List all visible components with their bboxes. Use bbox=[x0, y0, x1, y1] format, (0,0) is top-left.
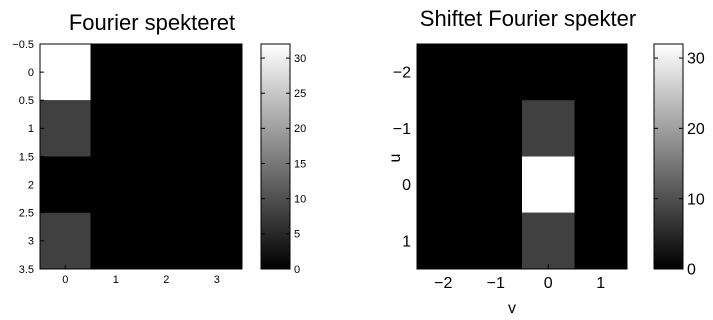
heatmap-cell bbox=[469, 100, 522, 157]
heatmap-cell bbox=[141, 156, 192, 213]
heatmap-cell bbox=[574, 156, 627, 213]
heatmap-cell bbox=[417, 156, 470, 213]
y-tick-label: 2 bbox=[28, 179, 34, 191]
heatmap-cell bbox=[90, 100, 141, 157]
colorbar-tick-label: 25 bbox=[294, 88, 306, 100]
colorbar-tick-label: 0 bbox=[687, 262, 696, 279]
heatmap-cell bbox=[522, 100, 575, 157]
heatmap-cell bbox=[191, 156, 242, 213]
heatmap-cell bbox=[90, 44, 141, 101]
colorbar: 0 10 20 30 bbox=[653, 43, 705, 279]
y-tick-label: 0 bbox=[402, 177, 411, 194]
y-axis-label: u bbox=[387, 154, 404, 163]
x-tick-label: −2 bbox=[434, 275, 452, 292]
colorbar-tick-label: 15 bbox=[294, 158, 306, 170]
heatmap-cell bbox=[141, 44, 192, 101]
heatmap-plot: −2 −1 0 1 −2 −1 0 1 bbox=[393, 43, 628, 292]
chart-title: Fourier spekteret bbox=[69, 10, 235, 35]
heatmap-cell bbox=[40, 212, 91, 269]
x-tick-label: 2 bbox=[163, 274, 169, 286]
y-tick-label: 3.5 bbox=[19, 264, 34, 276]
heatmap-cell bbox=[574, 44, 627, 101]
colorbar-tick-label: 5 bbox=[294, 229, 300, 241]
heatmap-cell bbox=[469, 156, 522, 213]
y-tick-label: 1 bbox=[402, 233, 411, 250]
colorbar-tick-label: 10 bbox=[687, 191, 705, 208]
heatmap-cell bbox=[469, 44, 522, 101]
heatmap-cell bbox=[417, 44, 470, 101]
heatmap-cell bbox=[522, 212, 575, 269]
heatmap-cell bbox=[574, 212, 627, 269]
colorbar-tick-label: 30 bbox=[294, 53, 306, 65]
y-tick-label: 0 bbox=[28, 67, 34, 79]
colorbar-tick-label: 20 bbox=[294, 123, 306, 135]
heatmap-cell bbox=[90, 156, 141, 213]
x-tick-label: 0 bbox=[62, 274, 68, 286]
y-tick-label: 1 bbox=[28, 123, 34, 135]
heatmap-cell bbox=[191, 100, 242, 157]
x-tick-label: 1 bbox=[596, 275, 605, 292]
x-tick-label: −1 bbox=[487, 275, 505, 292]
heatmap-cell bbox=[141, 212, 192, 269]
heatmap-cell bbox=[417, 212, 470, 269]
heatmap-cell bbox=[417, 100, 470, 157]
y-tick-label: 3 bbox=[28, 236, 34, 248]
colorbar-tick-label: 0 bbox=[294, 264, 300, 276]
y-tick-label: 2.5 bbox=[19, 208, 34, 220]
y-tick-label: −1 bbox=[393, 121, 411, 138]
heatmap-cell bbox=[522, 44, 575, 101]
colorbar-tick-label: 10 bbox=[294, 194, 306, 206]
x-tick-label: 0 bbox=[544, 275, 553, 292]
x-tick-label: 3 bbox=[214, 274, 220, 286]
colorbar: 0 5 10 15 20 25 30 bbox=[260, 43, 306, 276]
chart-fourier-spectrum: Fourier spekteret 0 1 2 3 −0.5 0 0.5 1 1.5 2 2.5 3 3… bbox=[12, 10, 306, 286]
y-tick-label: −2 bbox=[393, 65, 411, 82]
colorbar-tick-label: 20 bbox=[687, 121, 705, 138]
heatmap-cell bbox=[90, 212, 141, 269]
heatmap-cell bbox=[191, 44, 242, 101]
y-tick-label: −0.5 bbox=[12, 39, 34, 51]
heatmap-cell bbox=[522, 156, 575, 213]
colorbar-gradient bbox=[653, 43, 684, 270]
y-tick-label: 0.5 bbox=[19, 95, 34, 107]
colorbar-tick-label: 30 bbox=[687, 51, 705, 68]
y-tick-label: 1.5 bbox=[19, 151, 34, 163]
heatmap-plot: 0 1 2 3 −0.5 0 0.5 1 1.5 2 2.5 3 3.5 bbox=[12, 39, 243, 286]
heatmap-cell bbox=[40, 156, 91, 213]
heatmap-cell bbox=[40, 100, 91, 157]
chart-title: Shiftet Fourier spekter bbox=[420, 6, 636, 31]
heatmap-cell bbox=[469, 212, 522, 269]
heatmap-cell bbox=[141, 100, 192, 157]
heatmap-cell bbox=[40, 44, 91, 101]
heatmap-cell bbox=[191, 212, 242, 269]
plot-frame bbox=[416, 43, 628, 270]
colorbar-gradient bbox=[260, 43, 291, 270]
x-axis-label: v bbox=[508, 300, 516, 317]
heatmap-cell bbox=[574, 100, 627, 157]
chart-shifted-fourier-spectrum: Shiftet Fourier spekter −2 −1 0 1 −2 −1 0 1 0 10… bbox=[387, 6, 705, 317]
x-tick-label: 1 bbox=[113, 274, 119, 286]
